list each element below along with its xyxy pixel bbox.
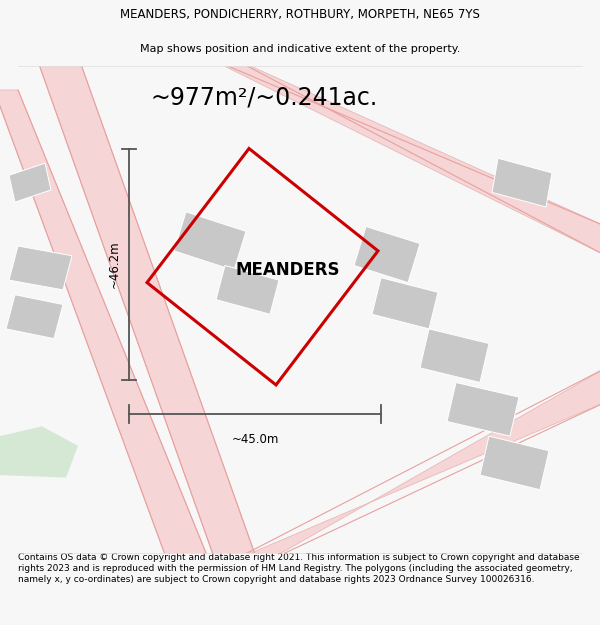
Polygon shape [9,246,72,290]
Polygon shape [0,426,78,478]
Polygon shape [36,56,258,563]
Text: Map shows position and indicative extent of the property.: Map shows position and indicative extent… [140,44,460,54]
Polygon shape [6,295,63,339]
Polygon shape [228,368,600,563]
Polygon shape [354,226,420,282]
Polygon shape [216,266,279,314]
Text: MEANDERS: MEANDERS [236,261,340,279]
Text: Contains OS data © Crown copyright and database right 2021. This information is : Contains OS data © Crown copyright and d… [18,553,580,584]
Text: ~46.2m: ~46.2m [107,241,121,288]
Polygon shape [174,212,246,271]
Polygon shape [204,56,600,256]
Polygon shape [492,158,552,207]
Polygon shape [447,382,519,436]
Text: MEANDERS, PONDICHERRY, ROTHBURY, MORPETH, NE65 7YS: MEANDERS, PONDICHERRY, ROTHBURY, MORPETH… [120,8,480,21]
Polygon shape [9,163,51,202]
Polygon shape [0,90,210,563]
Text: ~977m²/~0.241ac.: ~977m²/~0.241ac. [151,85,377,109]
Polygon shape [480,436,549,490]
Polygon shape [420,329,489,382]
Text: ~45.0m: ~45.0m [232,432,278,446]
Polygon shape [372,278,438,329]
